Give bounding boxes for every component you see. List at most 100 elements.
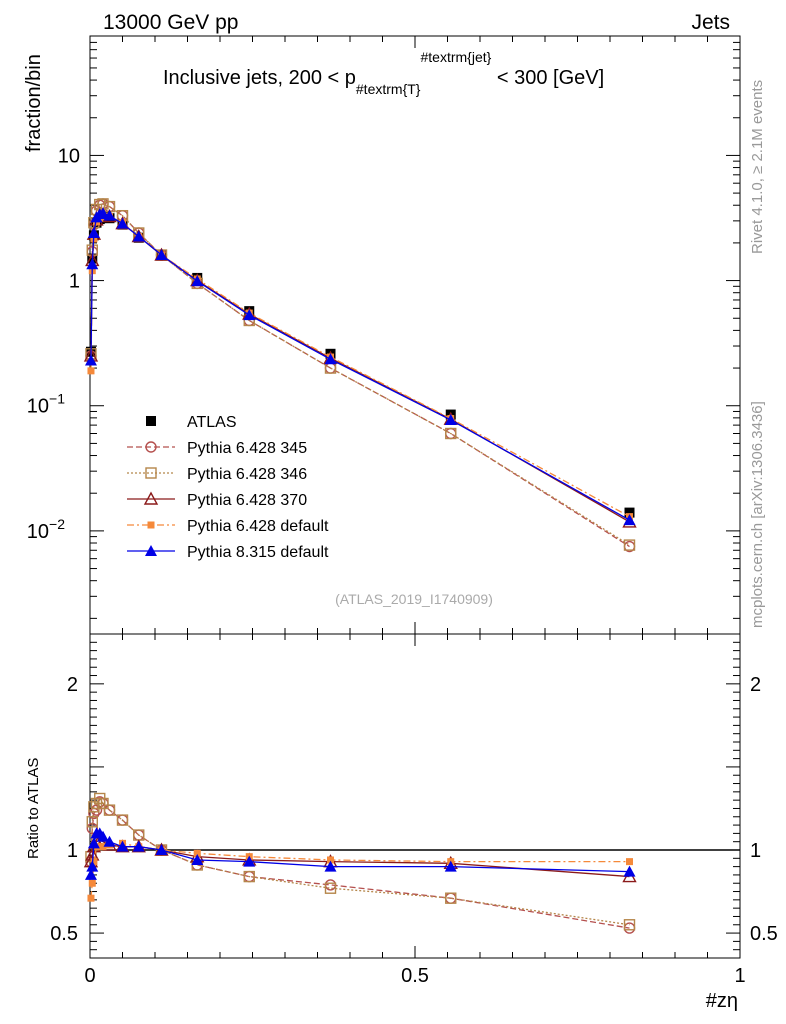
legend-marker <box>143 491 159 505</box>
ratio-point <box>324 860 337 872</box>
ratio-point <box>626 858 633 866</box>
ratio-point <box>88 801 100 813</box>
legend-label: ATLAS <box>187 414 237 431</box>
x-tick-label: 1 <box>734 965 745 987</box>
data-point <box>624 507 635 518</box>
ratio-point <box>243 855 256 867</box>
ratio-point <box>103 835 116 847</box>
series-3 <box>83 207 637 883</box>
ratio-line <box>90 800 630 929</box>
series-group <box>83 198 637 934</box>
ratio-point <box>87 894 95 902</box>
y-tick-label: 10 <box>58 145 80 167</box>
ratio-tick-label-right: 1 <box>750 840 761 862</box>
chart-title-tail: < 300 [GeV] <box>491 67 604 89</box>
ratio-line <box>90 839 630 878</box>
data-point <box>623 539 636 551</box>
legend-label: Pythia 6.428 370 <box>187 492 307 509</box>
ratio-point <box>327 856 334 864</box>
ratio-tick-label: 1 <box>67 840 78 862</box>
y-tick-label: 10−1 <box>27 391 65 418</box>
ratio-point <box>116 840 129 852</box>
data-point <box>116 217 129 229</box>
ratio-tick-label: 2 <box>67 674 78 696</box>
ratio-point <box>243 870 255 883</box>
header-category-label: Jets <box>691 11 730 34</box>
legend: ATLAS Pythia 6.428 345 Pythia 6.428 346 Pyt… <box>127 414 329 561</box>
data-point <box>324 353 337 365</box>
side-rivet-label: Rivet 4.1.0, ≥ 2.1M events <box>749 80 766 254</box>
chart-title: Inclusive jets, 200 < p#textrm{T} #textrm… <box>163 49 604 97</box>
data-point <box>97 207 109 219</box>
ratio-point <box>444 860 457 872</box>
ratio-panel-frame <box>89 633 741 959</box>
ratio-point <box>445 892 457 904</box>
data-point <box>103 209 116 221</box>
data-point <box>444 413 457 425</box>
ratio-tick-label-right: 0.5 <box>750 923 778 945</box>
data-point <box>191 275 204 287</box>
x-tick-label: 0.5 <box>401 965 429 987</box>
ratio-point <box>84 868 97 880</box>
x-tick-label: 0 <box>84 965 95 987</box>
ratio-point <box>191 853 204 865</box>
series-4 <box>87 213 633 902</box>
ratio-point <box>623 865 636 877</box>
legend-marker <box>145 545 157 556</box>
ratio-tick-label-right: 2 <box>750 674 761 696</box>
ratio-point <box>155 844 168 855</box>
data-point <box>87 367 95 375</box>
data-point <box>86 258 99 270</box>
chart-title-main: Inclusive jets, 200 < p <box>163 67 356 89</box>
series-1 <box>85 198 636 934</box>
header-energy-label: 13000 GeV pp <box>103 11 238 34</box>
ratio-point <box>103 804 116 816</box>
data-point <box>243 309 256 321</box>
ratio-point <box>90 858 98 866</box>
ratio-point <box>324 882 337 894</box>
y-tick-label: 1 <box>69 271 80 293</box>
analysis-id-label: (ATLAS_2019_I1740909) <box>335 591 493 607</box>
ratio-point <box>88 879 96 887</box>
ratio-point <box>87 837 100 849</box>
series-line <box>90 212 630 521</box>
side-mcplots-label: mcplots.cern.ch [arXiv:1306.3436] <box>749 401 766 628</box>
data-point <box>87 226 100 238</box>
chart-title-sup: #textrm{jet} <box>420 49 491 65</box>
ratio-point <box>623 919 636 931</box>
ratio-point <box>116 814 129 826</box>
series-2 <box>85 198 636 931</box>
series-line <box>90 214 630 523</box>
ratio-axis-label: Ratio to ATLAS <box>25 758 42 859</box>
legend-label: Pythia 6.428 346 <box>187 466 307 483</box>
y-tick-label: 10−2 <box>27 516 65 543</box>
ratio-point <box>99 843 107 851</box>
series-5 <box>84 207 636 880</box>
chart-title-sub: #textrm{T} <box>356 81 421 97</box>
ratio-point <box>86 816 98 828</box>
ratio-point <box>193 849 201 857</box>
legend-label: Pythia 6.428 345 <box>187 440 307 457</box>
series-line <box>90 203 630 546</box>
ratio-tick-label: 0.5 <box>50 923 78 945</box>
legend-label: Pythia 8.315 default <box>187 544 329 561</box>
data-point <box>623 514 636 526</box>
legend-marker <box>145 467 157 479</box>
data-point <box>132 230 145 242</box>
ratio-point <box>86 860 99 872</box>
data-point <box>84 354 97 366</box>
legend-label: Pythia 6.428 default <box>187 518 329 535</box>
x-axis-label: #zη <box>706 990 738 1012</box>
legend-marker <box>146 416 156 426</box>
y-axis-label: fraction/bin <box>23 54 45 152</box>
ratio-point <box>97 797 109 810</box>
data-point <box>155 249 168 261</box>
series-line <box>90 215 630 518</box>
legend-marker <box>145 441 157 453</box>
series-0 <box>85 212 635 518</box>
legend-marker <box>147 521 155 529</box>
data-point <box>445 427 457 440</box>
ratio-point <box>132 840 145 852</box>
